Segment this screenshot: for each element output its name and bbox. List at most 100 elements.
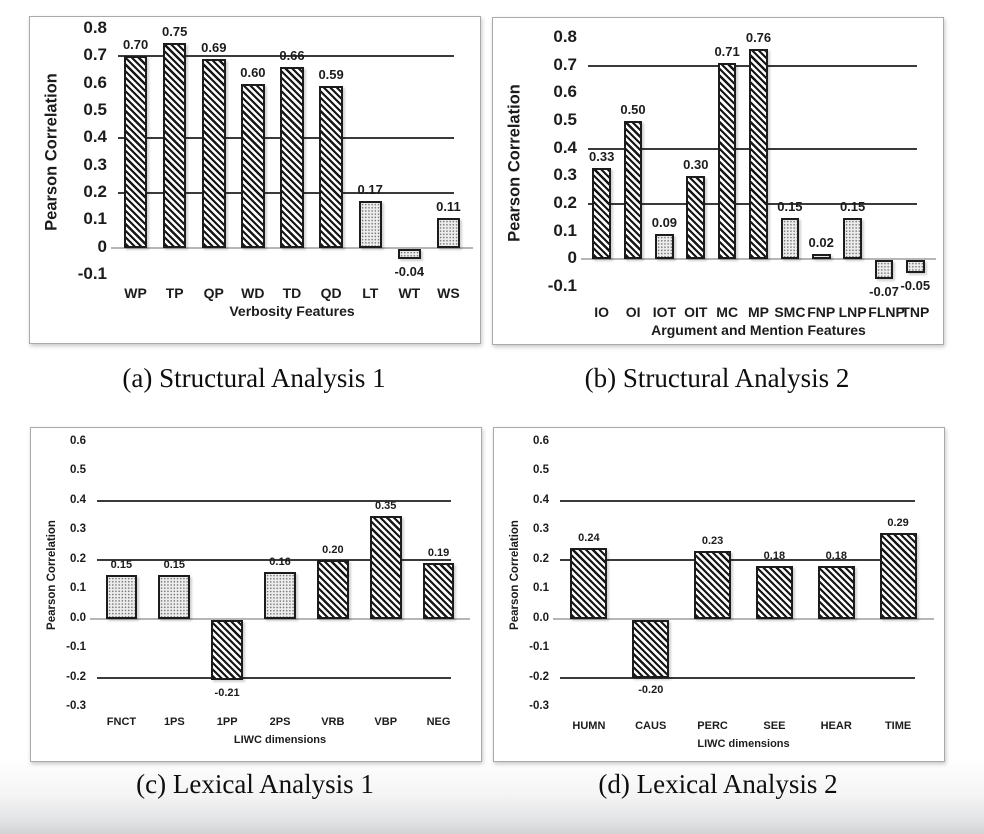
bar-value-label: 0.30 <box>683 157 709 173</box>
bar-value-label: 0.19 <box>427 546 450 559</box>
bar-value-label: 0.15 <box>839 198 866 214</box>
bar-HUMN <box>570 548 608 619</box>
y-tick-label: 0.1 <box>533 582 549 595</box>
bar-IO <box>592 168 612 260</box>
x-tick-label: 2PS <box>269 716 291 728</box>
bar-value-label: 0.15 <box>777 198 803 214</box>
bar-SEE <box>755 565 793 619</box>
bar-TNP <box>905 260 925 274</box>
bar-LNP <box>843 217 862 260</box>
y-tick-label: 0.2 <box>83 182 107 201</box>
bar-SMC <box>780 217 800 260</box>
x-tick-label: VRB <box>321 716 345 728</box>
y-tick-label: -0.2 <box>529 670 549 683</box>
bar-FLNP <box>874 260 894 279</box>
x-tick-label: IOT <box>652 304 677 320</box>
bar-value-label: 0.24 <box>578 532 600 544</box>
y-tick-label: 0.3 <box>533 523 549 536</box>
x-tick-label: SEE <box>763 720 786 732</box>
y-tick-label: 0.2 <box>70 552 86 565</box>
y-tick-label: 0.3 <box>83 154 107 174</box>
y-tick-label: 0.1 <box>83 209 107 229</box>
bar-2PS <box>264 571 296 619</box>
bar-LT <box>358 201 382 248</box>
bar-value-label: 0.18 <box>763 549 786 562</box>
x-tick-label: QD <box>320 285 342 301</box>
bar-value-label: 0.20 <box>322 543 344 556</box>
bar-IOT <box>655 234 674 260</box>
gridline <box>560 558 915 561</box>
bar-WD <box>241 83 265 248</box>
gridline <box>118 55 454 58</box>
bar-value-label: 0.33 <box>589 149 615 164</box>
bar-CAUS <box>632 619 670 678</box>
bar-NEG <box>422 562 455 619</box>
y-tick-label: 0.1 <box>70 582 86 595</box>
bar-VRB <box>317 559 349 619</box>
bar-FNCT <box>105 574 138 619</box>
x-axis-title: LIWC dimensions <box>233 734 327 746</box>
bar-PERC <box>694 550 732 619</box>
gridline <box>97 499 451 502</box>
bar-OIT <box>686 176 706 260</box>
bar-value-label: 0.76 <box>745 30 772 46</box>
x-tick-label: HUMN <box>572 720 606 732</box>
bar-OI <box>623 121 643 260</box>
bar-MC <box>717 62 737 260</box>
bar-value-label: 0.59 <box>318 67 344 83</box>
bar-value-label: 0.35 <box>374 499 397 512</box>
zero-axis-line <box>111 246 473 249</box>
bar-QD <box>319 86 343 248</box>
gridline <box>97 676 451 679</box>
zero-axis-line <box>553 617 934 620</box>
caption-d: (d) Lexical Analysis 2 <box>598 769 838 799</box>
x-tick-label: TNP <box>901 304 930 320</box>
y-tick-label: 0.0 <box>70 611 86 624</box>
y-axis-title: Pearson Correlation <box>46 519 58 630</box>
x-tick-label: FLNP <box>868 304 905 320</box>
y-axis-title: Pearson Correlation <box>42 73 61 231</box>
y-tick-label: 0.2 <box>533 552 549 565</box>
bar-value-label: 0.02 <box>808 234 834 250</box>
gridline <box>560 499 915 502</box>
y-tick-label: -0.1 <box>529 641 549 654</box>
chart-panel-b: 0.33 IO 0.50 OI 0.09 IOT 0.30 OIT 0.71 MC 0.76 MP 0.… <box>492 17 944 345</box>
gridline <box>97 558 451 561</box>
bar-value-label: 0.23 <box>701 534 724 547</box>
x-tick-label: IO <box>594 304 610 320</box>
y-axis-title: Pearson Correlation <box>509 519 521 630</box>
bar-value-label: 0.11 <box>436 198 461 214</box>
y-tick-label: -0.3 <box>529 700 549 712</box>
x-tick-label: FNCT <box>106 716 137 728</box>
y-axis-title: Pearson Correlation <box>505 83 524 242</box>
y-tick-label: 0.4 <box>553 137 577 157</box>
bar-value-label: 0.15 <box>110 558 133 571</box>
x-tick-label: WT <box>398 285 421 301</box>
y-tick-label: -0.2 <box>66 670 86 683</box>
y-tick-label: -0.1 <box>547 276 577 295</box>
y-tick-label: 0.5 <box>83 100 107 119</box>
chart-panel-a: 0.70 WP 0.75 TP 0.69 QP 0.60 WD 0.66 TD 0.59 QD 0.17… <box>29 16 481 344</box>
bar-value-label: -0.07 <box>869 283 899 299</box>
bar-value-label: 0.16 <box>269 555 291 568</box>
x-tick-label: PERC <box>697 720 728 732</box>
y-tick-label: 0.2 <box>553 193 577 212</box>
bar-value-label: 0.09 <box>651 215 678 231</box>
x-tick-label: WS <box>437 285 460 301</box>
y-tick-label: 0.4 <box>70 493 86 506</box>
y-tick-label: 0.0 <box>533 611 549 624</box>
x-axis-title: LIWC dimensions <box>697 738 790 750</box>
bar-FNP <box>811 253 831 260</box>
x-tick-label: 1PS <box>163 716 185 728</box>
bar-value-label: 0.70 <box>122 37 149 53</box>
bar-HEAR <box>817 565 855 619</box>
bar-VBP <box>369 515 402 619</box>
y-tick-label: 0.6 <box>70 435 86 447</box>
x-tick-label: VBP <box>374 716 398 728</box>
caption-b: (b) Structural Analysis 2 <box>584 363 850 393</box>
bar-1PP <box>211 619 243 681</box>
x-tick-label: MP <box>747 304 769 320</box>
x-tick-label: CAUS <box>635 720 667 732</box>
bar-value-label: 0.15 <box>163 558 185 571</box>
y-tick-label: 0.4 <box>83 127 107 147</box>
